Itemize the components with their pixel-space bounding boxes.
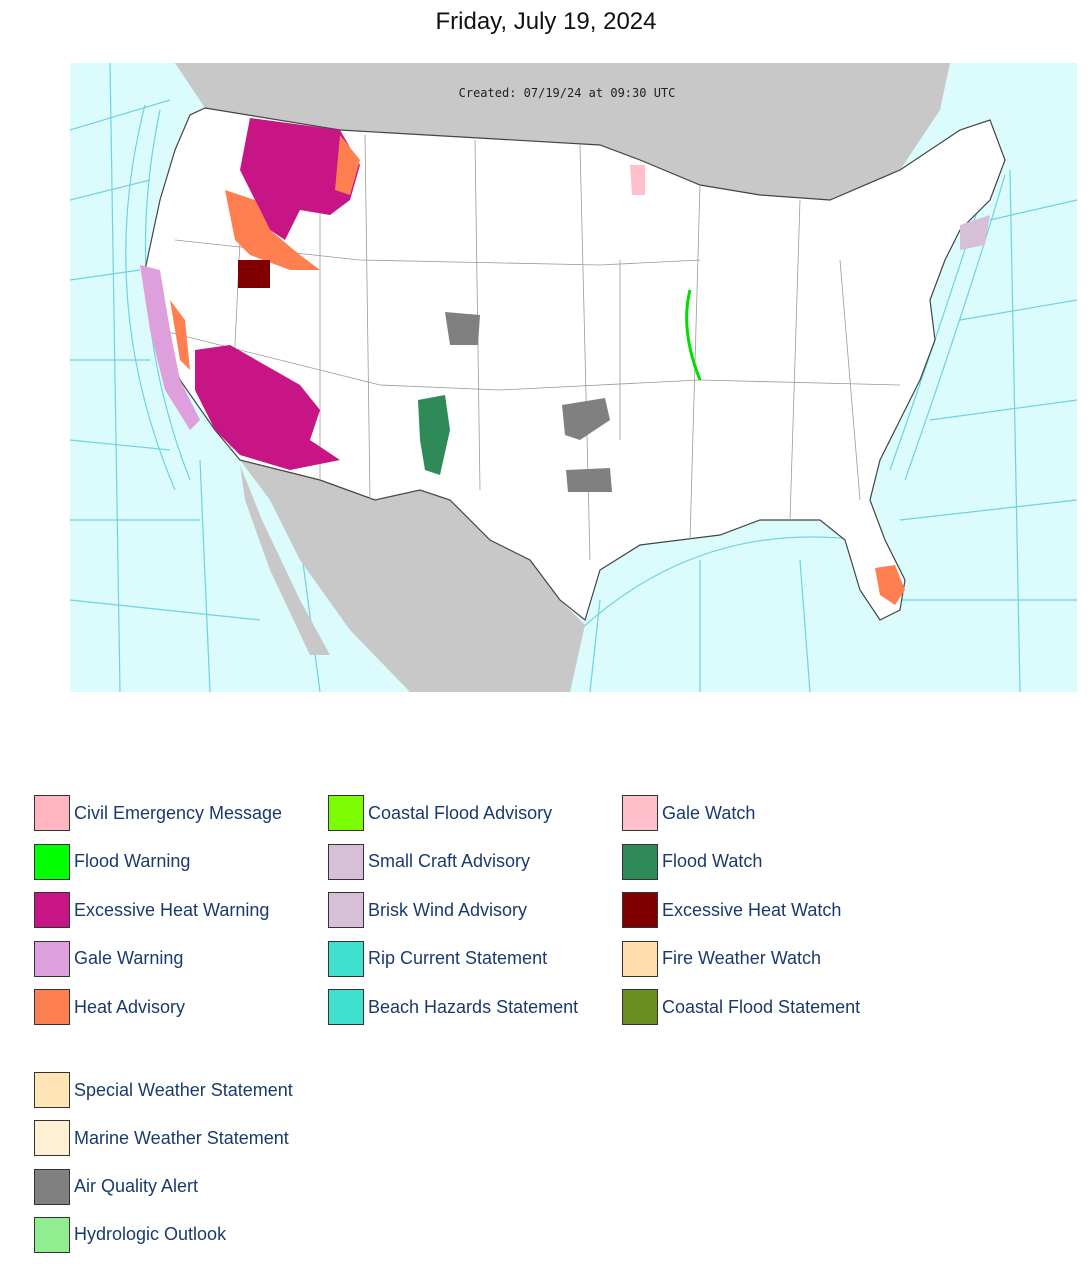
legend-item: Heat Advisory [34,989,185,1025]
legend-swatch [328,989,364,1025]
legend-item: Small Craft Advisory [328,843,531,880]
legend-swatch [34,989,70,1025]
legend-item: Brisk Wind Advisory [328,892,527,928]
legend-item: Excessive Heat Watch [622,892,841,928]
legend-item: Beach Hazards Statement [328,989,578,1025]
legend-item: Air Quality Alert [34,1168,199,1205]
legend-item: Fire Weather Watch [622,940,822,977]
legend-label: Heat Advisory [74,996,186,1017]
legend-label: Gale Watch [662,802,756,823]
legend-label: Special Weather Statement [74,1079,293,1100]
legend-item: Marine Weather Statement [34,1120,289,1157]
legend-swatch [34,795,70,831]
legend-swatch [622,940,658,977]
legend-label: Rip Current Statement [368,948,548,968]
legend-label: Flood Watch [662,851,763,871]
legend-swatch [34,940,70,977]
legend-item: Civil Emergency Message [34,795,282,831]
legend-label: Civil Emergency Message [74,802,283,823]
legend-swatch [622,843,658,880]
legend-item: Coastal Flood Advisory [328,795,552,831]
legend-label: Excessive Heat Warning [74,899,270,920]
legend-swatch [328,892,364,928]
legend-label: Air Quality Alert [74,1176,199,1197]
page-title: Friday, July 19, 2024 [435,8,657,35]
legend-label: Flood Warning [74,851,191,871]
legend-label: Brisk Wind Advisory [368,899,528,920]
legend-item: Special Weather Statement [34,1072,293,1108]
legend-label: Gale Warning [74,948,184,968]
legend-label: Marine Weather Statement [74,1127,289,1148]
legend-label: Fire Weather Watch [662,948,822,968]
legend-swatch [34,1216,70,1253]
legend-item: Flood Watch [622,843,763,880]
legend-swatch [328,795,364,831]
legend-label: Hydrologic Outlook [74,1224,227,1245]
alert-map: Created: 07/19/24 at 09:30 UTC [70,63,1077,692]
legend-swatch [34,892,70,928]
legend-item: Rip Current Statement [328,940,548,977]
legend-swatch [328,940,364,977]
legend-swatch [328,843,364,880]
legend-swatch [34,1120,70,1157]
legend-swatch [34,1072,70,1108]
legend-swatch [622,795,658,831]
legend-label: Coastal Flood Statement [662,996,861,1017]
legend-item: Hydrologic Outlook [34,1216,227,1253]
legend-label: Beach Hazards Statement [368,996,579,1017]
legend-label: Excessive Heat Watch [662,899,842,920]
legend-item: Excessive Heat Warning [34,892,269,928]
legend-item: Gale Warning [34,940,184,977]
legend-swatch [34,1168,70,1205]
legend-label: Small Craft Advisory [368,851,531,871]
legend-swatch [622,892,658,928]
legend-item: Gale Watch [622,795,755,831]
legend-item: Flood Warning [34,843,191,880]
map-created: Created: 07/19/24 at 09:30 UTC [459,86,676,100]
legend-item: Coastal Flood Statement [622,989,860,1025]
legend-swatch [622,989,658,1025]
legend-label: Coastal Flood Advisory [368,802,553,823]
legend-swatch [34,843,70,880]
